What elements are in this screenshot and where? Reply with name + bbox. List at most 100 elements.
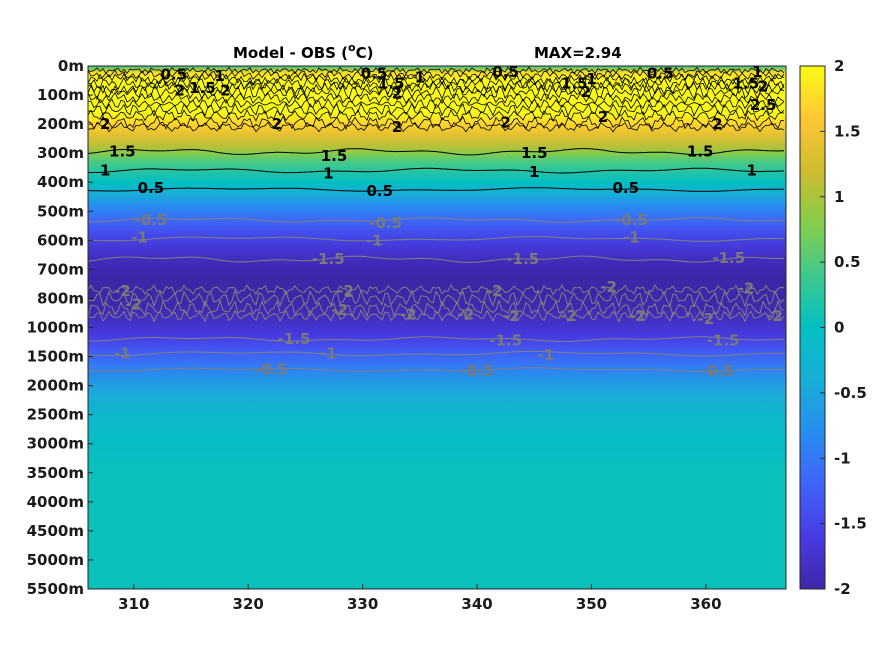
y-tick-label: 4500m (27, 522, 84, 540)
contour-label-negative: -1.5 (712, 249, 745, 267)
x-tick-label: 360 (690, 595, 721, 613)
contour-line-positive (88, 72, 785, 86)
contour-line-positive (88, 91, 785, 105)
contour-line-negative (88, 217, 784, 223)
contour-label-positive: 1 (529, 163, 539, 181)
x-axis: 310 320 330 340 350 360 (118, 584, 722, 613)
contour-label-negative: -1 (114, 345, 131, 363)
contour-label-negative: -2 (486, 282, 503, 300)
contour-line-positive (88, 121, 785, 133)
contour-lines (88, 66, 785, 372)
contour-line-positive (88, 98, 785, 110)
contour-label-negative: -2 (738, 279, 755, 297)
contour-label-positive: 0.5 (361, 64, 388, 82)
heatmap-field (88, 66, 786, 589)
contour-label-negative: -0.5 (701, 362, 734, 380)
contour-label-positive: 2 (581, 83, 591, 101)
contour-label-positive: 2 (500, 114, 510, 132)
contour-label-negative: -2 (114, 282, 131, 300)
x-tick-label: 320 (233, 595, 264, 613)
contour-label-negative: -2 (698, 310, 715, 328)
contour-label-positive: 0.5 (647, 64, 674, 82)
contour-label-positive: 1.5 (321, 147, 348, 165)
contour-label-negative: -2 (629, 307, 646, 325)
contour-label-positive: 1 (752, 63, 762, 81)
contour-label-negative: -1 (366, 231, 383, 249)
contour-label-negative: -1.5 (506, 250, 539, 268)
y-tick-label: 3000m (27, 435, 84, 453)
y-tick-label: 600m (37, 231, 84, 249)
y-tick-label: 0m (58, 57, 84, 75)
contour-label-positive: 1.5 (733, 74, 760, 92)
x-tick-label: 310 (118, 595, 149, 613)
y-tick-label: 1000m (27, 319, 84, 337)
y-tick-label: 800m (37, 289, 84, 307)
x-tick-label: 340 (461, 595, 492, 613)
contour-line-positive (88, 187, 785, 192)
contour-line-negative (88, 283, 785, 296)
contour-label-positive: 1.5 (561, 74, 588, 92)
contour-line-positive (88, 167, 784, 174)
y-axis: 0m 100m 200m 300m 400m 500m 600m 700m 800m 1000m 1… (27, 57, 93, 598)
contour-label-negative: -1 (537, 346, 554, 364)
contour-label-negative: -2 (125, 295, 142, 313)
contour-label-negative: -2 (503, 307, 520, 325)
contour-line-positive (88, 115, 785, 130)
y-tick-label: 4000m (27, 493, 84, 511)
contour-line-negative (88, 255, 785, 263)
contour-line-negative (88, 367, 784, 372)
contour-label-negative: -1 (131, 228, 148, 246)
contour-label-positive: 1 (746, 162, 756, 180)
colorbar-axis: 2 1.5 1 0.5 0 -0.5 -1 -1.5 -2 (820, 57, 867, 598)
contour-label-negative: -1 (623, 228, 640, 246)
x-tick-label: 330 (347, 595, 378, 613)
contour-label-negative: -0.5 (255, 361, 288, 379)
contour-line-negative (88, 298, 785, 319)
contour-label-negative: -0.5 (369, 214, 402, 232)
colorbar-tick-label: 1.5 (834, 122, 861, 140)
y-tick-label: 300m (37, 144, 84, 162)
contour-label-negative: -1.5 (489, 332, 522, 350)
colorbar-tick-label: -2 (834, 580, 851, 598)
contour-label-positive: 1 (586, 70, 596, 88)
y-tick-label: 100m (37, 86, 84, 104)
contour-label-positive: 1.5 (521, 144, 548, 162)
contour-label-positive: 1.5 (109, 143, 136, 161)
contour-label-negative: -0.5 (615, 211, 648, 229)
contour-label-positive: 2 (174, 82, 184, 100)
contour-line-positive (88, 108, 785, 122)
contour-label-positive: 2 (392, 85, 402, 103)
contour-label-positive: 2 (758, 77, 768, 95)
colorbar-tick-label: 2 (834, 57, 844, 75)
contour-label-positive: 2 (598, 108, 608, 126)
contour-line-negative (88, 309, 785, 323)
contour-line-negative (88, 236, 784, 242)
contour-label-negative: -2 (400, 305, 417, 323)
contour-label-positive: 1.5 (189, 79, 216, 97)
contour-label-positive: 1 (415, 69, 425, 87)
colorbar-tick-label: 1 (834, 188, 844, 206)
contour-label-positive: 1.5 (378, 74, 405, 92)
contour-label-positive: 1 (323, 165, 333, 183)
y-tick-label: 3500m (27, 464, 84, 482)
contour-label-negative: -2 (331, 301, 348, 319)
contour-label-positive: 1 (100, 162, 110, 180)
contour-line-positive (88, 76, 785, 91)
contour-label-negative: -1.5 (707, 332, 740, 350)
contour-label-negative: -2 (337, 282, 354, 300)
max-label: MAX=2.94 (534, 44, 622, 62)
colorbar-tick-label: -0.5 (834, 384, 867, 402)
contour-label-negative: -1 (320, 345, 337, 363)
contour-line-positive (88, 69, 785, 81)
contour-label-positive: 0.5 (161, 66, 188, 84)
y-tick-label: 2000m (27, 377, 84, 395)
colorbar-tick-label: 0 (834, 319, 844, 337)
contour-label-positive: 0.5 (138, 179, 165, 197)
contour-label-negative: -0.5 (461, 362, 494, 380)
contour-line-positive (88, 102, 785, 117)
contour-line-negative (88, 336, 784, 342)
y-tick-label: 400m (37, 173, 84, 191)
contour-label-positive: 2 (712, 115, 722, 133)
